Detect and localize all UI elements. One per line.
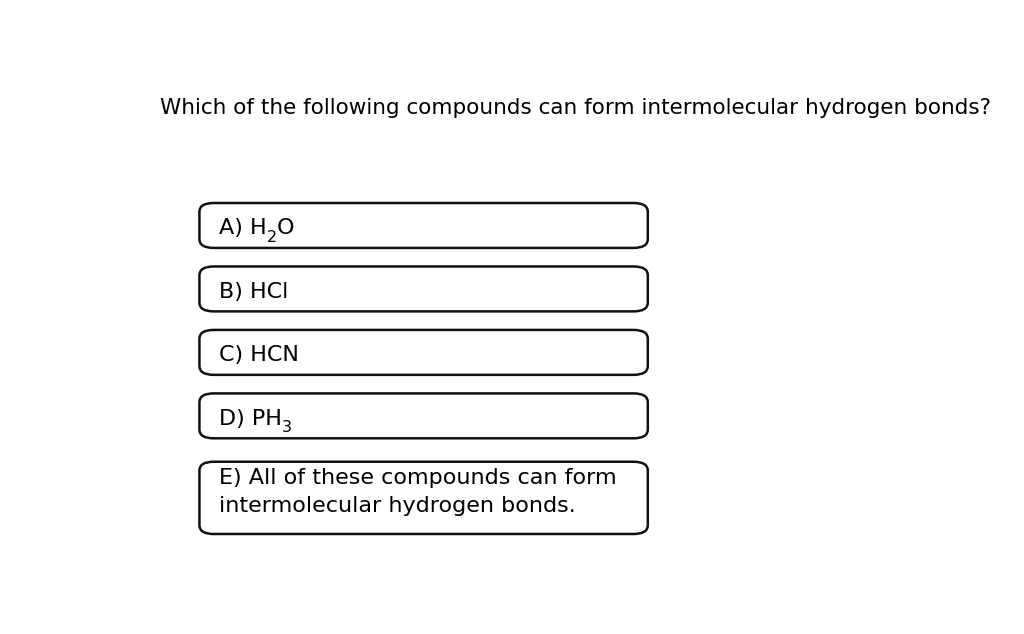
FancyBboxPatch shape: [200, 203, 648, 248]
Text: O: O: [278, 218, 295, 238]
Text: Which of the following compounds can form intermolecular hydrogen bonds?: Which of the following compounds can for…: [160, 98, 991, 118]
FancyBboxPatch shape: [200, 330, 648, 375]
Text: A) H: A) H: [219, 218, 267, 238]
Text: 2: 2: [267, 230, 278, 245]
Text: E) All of these compounds can form
intermolecular hydrogen bonds.: E) All of these compounds can form inter…: [219, 468, 616, 516]
Text: D) PH: D) PH: [219, 409, 283, 429]
Text: C) HCN: C) HCN: [219, 346, 299, 365]
FancyBboxPatch shape: [200, 266, 648, 311]
FancyBboxPatch shape: [200, 393, 648, 438]
FancyBboxPatch shape: [200, 462, 648, 534]
Text: B) HCl: B) HCl: [219, 282, 289, 302]
Text: 3: 3: [283, 420, 292, 435]
